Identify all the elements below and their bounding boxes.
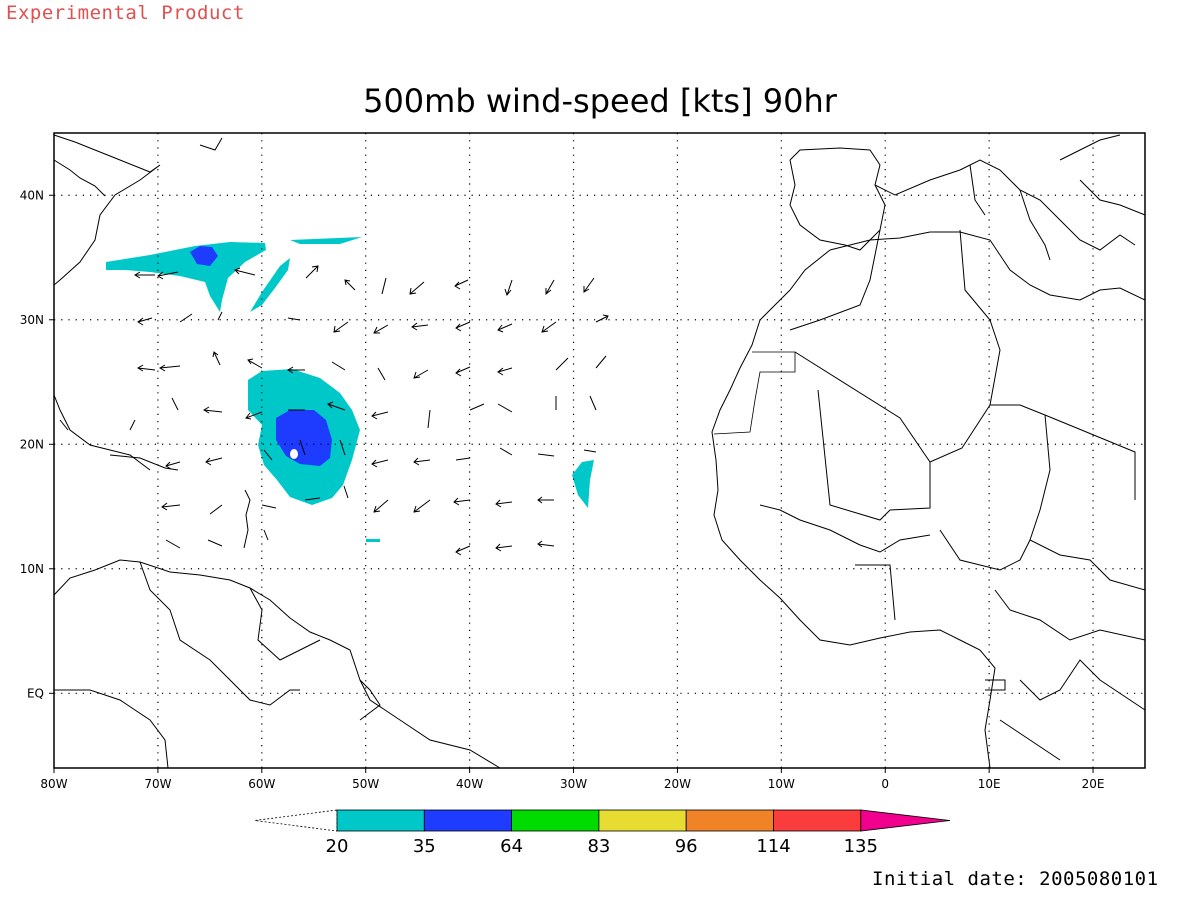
latitude-ticks: 40N 30N 20N 10N EQ [20,188,54,700]
lon-tick-label: 0 [881,777,889,791]
lon-tick-label: 10E [978,777,1001,791]
lon-tick-label: 80W [40,777,67,791]
colorbar-segment [336,809,425,832]
lon-tick-label: 20E [1082,777,1105,791]
colorbar-under-arrow [254,809,338,832]
colorbar-label: 114 [756,836,790,857]
colorbar: 20 35 64 83 96 114 135 [254,809,951,857]
lat-tick-label: 30N [20,313,44,327]
wind-vectors [129,265,609,556]
lon-tick-label: 20W [664,777,691,791]
lon-tick-label: 50W [352,777,379,791]
experimental-product-label: Experimental Product [6,2,245,24]
colorbar-label: 20 [326,836,349,857]
colorbar-segment [511,809,600,832]
lon-tick-label: 60W [248,777,275,791]
colorbar-over-arrow [860,809,951,832]
colorbar-label: 135 [844,836,878,857]
colorbar-label: 96 [675,836,698,857]
lat-tick-label: 10N [20,562,44,576]
wind-speed-shading [106,237,594,542]
lon-tick-label: 40W [456,777,483,791]
colorbar-segment [598,809,687,832]
colorbar-segment [685,809,774,832]
map-title: 500mb wind-speed [kts] 90hr [363,82,837,120]
colorbar-segment [773,809,862,832]
colorbar-segment [423,809,512,832]
lon-tick-label: 70W [144,777,171,791]
map-frame [53,132,1146,769]
coastlines [53,134,1146,769]
lat-lon-grid [54,133,1145,768]
lat-tick-label: EQ [27,686,44,700]
colorbar-label: 64 [500,836,523,857]
lon-tick-label: 10W [768,777,795,791]
colorbar-label: 83 [587,836,610,857]
colorbar-label: 35 [413,836,436,857]
lat-tick-label: 40N [20,188,44,202]
initial-date-label: Initial date: 2005080101 [872,868,1159,890]
lon-tick-label: 30W [560,777,587,791]
lat-tick-label: 20N [20,437,44,451]
longitude-ticks: 80W 70W 60W 50W 40W 30W 20W 10W 0 10E 20E [40,768,1104,791]
